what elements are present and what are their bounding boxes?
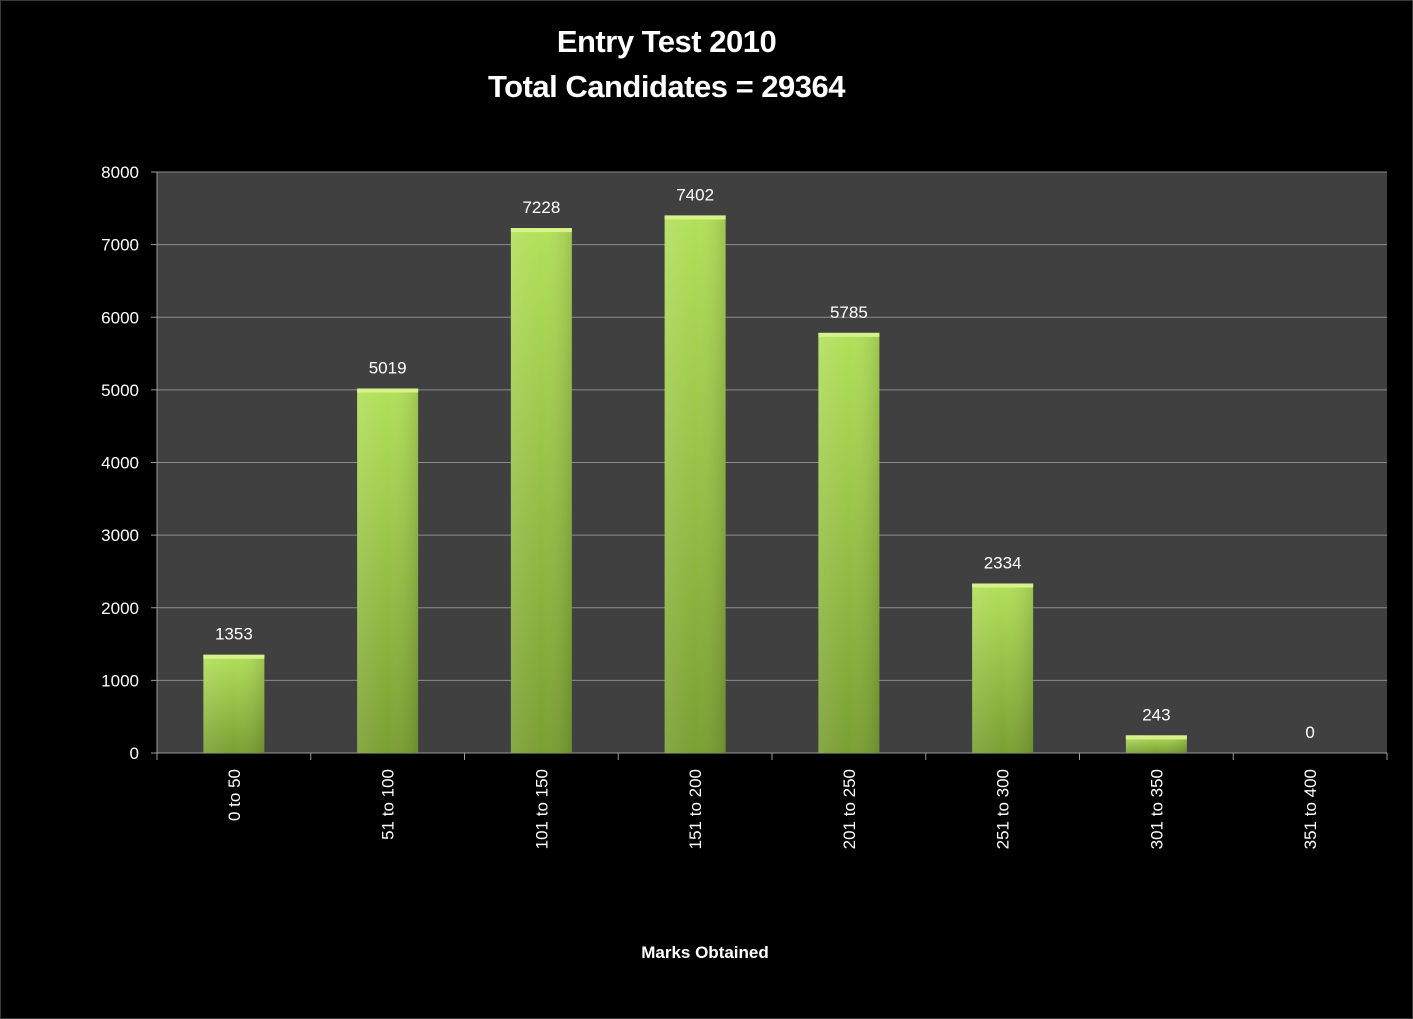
data-label: 243 (1142, 705, 1170, 724)
bar-sheen (818, 332, 880, 753)
bar-top-highlight (818, 332, 880, 337)
y-tick-label: 3000 (101, 526, 139, 545)
y-tick-label: 4000 (101, 454, 139, 473)
data-label: 5019 (369, 358, 407, 377)
x-tick-label: 351 to 400 (1301, 769, 1320, 849)
y-tick-label: 2000 (101, 599, 139, 618)
bar-top-highlight (972, 583, 1034, 588)
chart-title-line-2: Total Candidates = 29364 (488, 69, 846, 104)
x-tick-label: 101 to 150 (532, 769, 551, 849)
y-tick-label: 5000 (101, 381, 139, 400)
bar-sheen (664, 215, 726, 753)
data-label: 1353 (215, 625, 253, 644)
x-axis-label: Marks Obtained (641, 943, 769, 962)
x-tick-label: 301 to 350 (1147, 769, 1166, 849)
y-tick-label: 8000 (101, 163, 139, 182)
x-tick-label: 151 to 200 (686, 769, 705, 849)
bar-top-highlight (203, 654, 265, 659)
bar-top-highlight (1125, 735, 1187, 740)
bar-sheen (972, 583, 1034, 753)
data-label: 0 (1305, 723, 1314, 742)
data-label: 7228 (522, 198, 560, 217)
data-label: 5785 (830, 303, 868, 322)
x-tick-label: 201 to 250 (840, 769, 859, 849)
chart-title-line-1: Entry Test 2010 (556, 24, 777, 59)
x-tick-label: 251 to 300 (994, 769, 1013, 849)
y-tick-label: 6000 (101, 308, 139, 327)
x-tick-label: 51 to 100 (379, 769, 398, 840)
data-label: 2334 (984, 553, 1022, 572)
bar-sheen (357, 388, 419, 753)
data-label: 7402 (676, 185, 714, 204)
bar-sheen (203, 654, 265, 753)
bar-top-highlight (357, 388, 419, 393)
bar-sheen (1125, 735, 1187, 753)
y-tick-label: 7000 (101, 236, 139, 255)
bar-top-highlight (510, 228, 572, 233)
bar-top-highlight (664, 215, 726, 220)
x-tick-label: 0 to 50 (225, 769, 244, 821)
y-tick-label: 1000 (101, 671, 139, 690)
y-tick-label: 0 (130, 744, 139, 763)
bar-sheen (510, 228, 572, 753)
